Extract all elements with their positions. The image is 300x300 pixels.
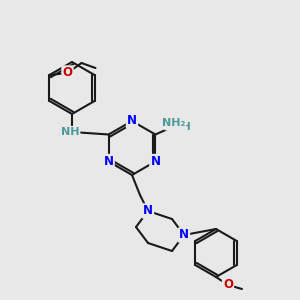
Text: NH₂: NH₂ bbox=[162, 118, 185, 128]
Text: N: N bbox=[143, 205, 153, 218]
Text: NH: NH bbox=[61, 127, 79, 137]
Text: N: N bbox=[127, 115, 137, 128]
Text: H: H bbox=[58, 128, 66, 138]
Text: O: O bbox=[223, 278, 233, 292]
Text: N: N bbox=[150, 155, 161, 168]
Text: H: H bbox=[182, 122, 191, 133]
Text: O: O bbox=[62, 67, 73, 80]
Text: NH: NH bbox=[166, 119, 184, 130]
Text: N: N bbox=[179, 229, 189, 242]
Text: N: N bbox=[103, 155, 114, 168]
